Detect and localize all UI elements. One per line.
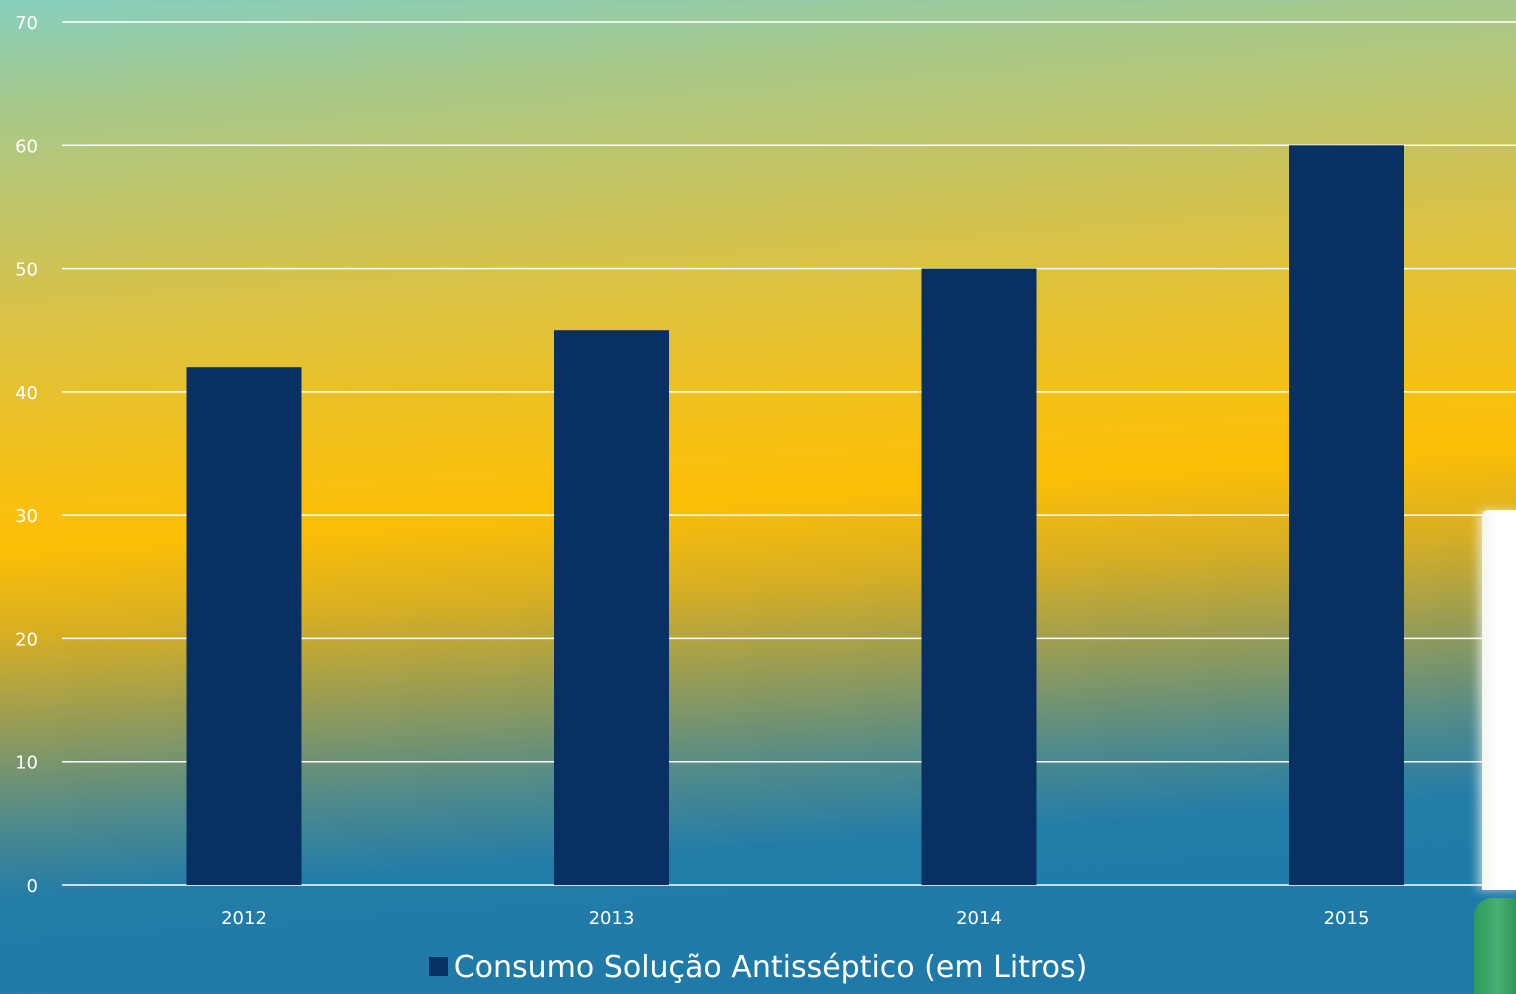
bar-2012	[186, 367, 302, 885]
y-tick-label: 10	[15, 753, 38, 774]
legend-swatch	[428, 957, 448, 976]
legend: Consumo Solução Antisséptico (em Litros)	[0, 950, 1516, 985]
x-tick-label: 2013	[589, 908, 635, 929]
x-axis-tick-labels: 2012 2013 2014 2015	[221, 908, 1369, 929]
sanitizer-dispenser-icon	[1482, 510, 1516, 890]
legend-label: Consumo Solução Antisséptico (em Litros)	[453, 950, 1088, 985]
y-tick-label: 30	[15, 506, 38, 527]
y-tick-label: 20	[15, 629, 38, 650]
y-tick-label: 0	[27, 876, 38, 897]
x-tick-label: 2012	[221, 908, 267, 929]
x-tick-label: 2015	[1324, 908, 1370, 929]
y-axis-tick-labels: 0 10 20 30 40 50 60 70	[15, 13, 38, 897]
bar-2014	[921, 268, 1037, 886]
bars	[186, 145, 1404, 886]
gridlines	[62, 21, 1516, 886]
x-tick-label: 2014	[956, 908, 1002, 929]
y-tick-label: 50	[15, 260, 38, 281]
sanitizer-dispenser-base	[1474, 898, 1516, 994]
y-tick-label: 70	[15, 13, 38, 34]
y-tick-label: 40	[15, 383, 38, 404]
y-tick-label: 60	[15, 136, 38, 157]
bar-2013	[554, 330, 669, 885]
bar-2015	[1289, 145, 1404, 886]
